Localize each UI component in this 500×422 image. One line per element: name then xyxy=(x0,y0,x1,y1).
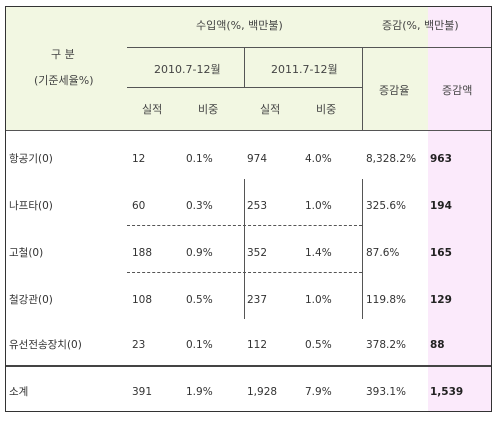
change-header-vline xyxy=(362,48,363,130)
change-amount-column-highlight xyxy=(428,7,491,411)
row-value-2011: 974 xyxy=(247,153,268,165)
import-title: 수입액(%, 백만불) xyxy=(196,19,283,32)
total-value-2011: 1,928 xyxy=(247,386,278,398)
row-share-2010: 0.3% xyxy=(186,200,213,212)
header-divider-top xyxy=(127,47,362,48)
import-table: 구 분 (기준세율%) 수입액(%, 백만불) 증감(%, 백만불) 2010.… xyxy=(5,6,492,412)
row-change-rate: 87.6% xyxy=(366,247,400,259)
row-share-2011: 1.0% xyxy=(305,294,332,306)
row-change-rate: 378.2% xyxy=(366,339,407,351)
row-share-2010: 0.5% xyxy=(186,294,213,306)
row-name: 나프타(0) xyxy=(9,200,53,212)
header-share-2010: 비중 xyxy=(198,103,219,116)
body-period-divider xyxy=(244,179,245,319)
row-change-amount: 165 xyxy=(430,247,452,259)
row-change-amount: 963 xyxy=(430,153,452,165)
row-value-2011: 253 xyxy=(247,200,268,212)
row-value-2010: 23 xyxy=(132,339,146,351)
row-value-2010: 188 xyxy=(132,247,153,259)
header-change-rate: 증감율 xyxy=(379,84,410,97)
row-share-2011: 1.4% xyxy=(305,247,332,259)
row-share-2010: 0.1% xyxy=(186,153,213,165)
change-header-divider xyxy=(362,47,491,48)
period-2010: 2010.7-12월 xyxy=(154,63,221,76)
row-share-2011: 4.0% xyxy=(305,153,332,165)
row-share-2010: 0.1% xyxy=(186,339,213,351)
header-change-amount: 증감액 xyxy=(442,84,473,97)
row-value-2011: 112 xyxy=(247,339,268,351)
total-change-amount: 1,539 xyxy=(430,386,464,398)
body-change-divider xyxy=(362,179,363,319)
total-value-2010: 391 xyxy=(132,386,153,398)
group-label: 구 분 xyxy=(51,48,75,61)
total-share-2011: 7.9% xyxy=(305,386,332,398)
row-change-amount: 194 xyxy=(430,200,452,212)
period-divider xyxy=(244,48,245,88)
total-share-2010: 1.9% xyxy=(186,386,213,398)
row-value-2010: 12 xyxy=(132,153,146,165)
header-actual-2011: 실적 xyxy=(260,103,281,116)
row-name: 철강관(0) xyxy=(9,294,53,306)
row-name: 항공기(0) xyxy=(9,153,53,165)
period-2011: 2011.7-12월 xyxy=(271,63,338,76)
total-divider xyxy=(6,365,491,367)
row-change-amount: 88 xyxy=(430,339,445,351)
row-divider-2 xyxy=(127,272,362,273)
row-change-amount: 129 xyxy=(430,294,452,306)
row-name: 유선전송장치(0) xyxy=(9,339,82,351)
row-share-2011: 1.0% xyxy=(305,200,332,212)
row-value-2011: 352 xyxy=(247,247,268,259)
header-bottom-line xyxy=(6,130,491,131)
row-share-2011: 0.5% xyxy=(305,339,332,351)
row-change-rate: 8,328.2% xyxy=(366,153,417,165)
header-background xyxy=(6,7,491,130)
change-title: 증감(%, 백만불) xyxy=(382,19,459,32)
row-value-2010: 108 xyxy=(132,294,153,306)
row-change-rate: 325.6% xyxy=(366,200,407,212)
total-name: 소계 xyxy=(9,386,29,398)
row-value-2011: 237 xyxy=(247,294,268,306)
row-value-2010: 60 xyxy=(132,200,146,212)
group-sublabel: (기준세율%) xyxy=(34,74,94,87)
row-name: 고철(0) xyxy=(9,247,44,259)
row-change-rate: 119.8% xyxy=(366,294,407,306)
total-change-rate: 393.1% xyxy=(366,386,407,398)
header-actual-2010: 실적 xyxy=(142,103,163,116)
row-share-2010: 0.9% xyxy=(186,247,213,259)
header-share-2011: 비중 xyxy=(316,103,337,116)
row-divider-1 xyxy=(127,225,362,226)
